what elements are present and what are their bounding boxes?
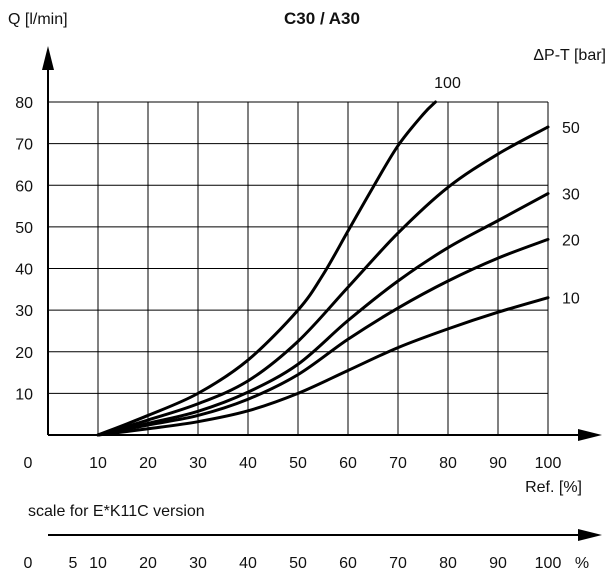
series-label-100: 100 [434, 75, 461, 92]
secondary-tick-label: 90 [489, 555, 507, 572]
secondary-tick-label: 40 [239, 555, 257, 572]
x-origin-label: 0 [24, 455, 33, 472]
secondary-tick-label: 50 [289, 555, 307, 572]
secondary-tick-label: 100 [535, 555, 562, 572]
x-tick-label: 60 [339, 455, 357, 472]
secondary-tick-label: 20 [139, 555, 157, 572]
secondary-tick-label: 30 [189, 555, 207, 572]
secondary-scale-label: scale for E*K11C version [28, 503, 205, 520]
x-tick-label: 20 [139, 455, 157, 472]
secondary-tick-label: 60 [339, 555, 357, 572]
series-line-20 [96, 237, 550, 437]
tick-labels: 10 20 30 40 50 60 70 80 90 100 10 20 30 40 50 60 70 80 [15, 95, 561, 472]
y-tick-label: 50 [15, 220, 33, 237]
secondary-tick-label: 80 [439, 555, 457, 572]
series-label-30: 30 [562, 187, 580, 204]
legend-title: ΔP-T [bar] [533, 47, 606, 64]
x-tick-label: 40 [239, 455, 257, 472]
y-axis-label: Q [l/min] [8, 11, 68, 28]
series-line-100 [96, 100, 437, 437]
series-label-10: 10 [562, 291, 580, 308]
x-axis-label: Ref. [%] [525, 479, 582, 496]
secondary-unit: % [575, 555, 589, 572]
y-tick-label: 20 [15, 345, 33, 362]
x-tick-label: 50 [289, 455, 307, 472]
series-label-50: 50 [562, 120, 580, 137]
x-axis-arrow [578, 429, 602, 441]
y-tick-label: 30 [15, 303, 33, 320]
y-tick-label: 10 [15, 386, 33, 403]
secondary-tick-label: 0 [24, 555, 33, 572]
secondary-tick-label: 5 [69, 555, 78, 572]
x-tick-label: 100 [535, 455, 562, 472]
y-axis-arrow [42, 46, 54, 70]
y-tick-label: 70 [15, 137, 33, 154]
series-line-50 [96, 125, 550, 437]
series: 100 50 30 20 10 [96, 75, 580, 437]
y-tick-label: 80 [15, 95, 33, 112]
secondary-tick-label: 70 [389, 555, 407, 572]
y-tick-label: 60 [15, 178, 33, 195]
x-tick-label: 30 [189, 455, 207, 472]
secondary-tick-label: 10 [89, 555, 107, 572]
x-tick-label: 10 [89, 455, 107, 472]
series-label-20: 20 [562, 232, 580, 249]
x-tick-label: 90 [489, 455, 507, 472]
series-line-30 [96, 192, 550, 437]
axes [42, 46, 602, 441]
secondary-scale: scale for E*K11C version % 0 5 10 20 30 40 50 6… [24, 503, 602, 572]
secondary-axis-arrow [578, 529, 602, 541]
x-tick-label: 70 [389, 455, 407, 472]
chart-title: C30 / A30 [284, 9, 360, 28]
series-line-10 [96, 296, 550, 437]
x-tick-label: 80 [439, 455, 457, 472]
y-tick-label: 40 [15, 262, 33, 279]
